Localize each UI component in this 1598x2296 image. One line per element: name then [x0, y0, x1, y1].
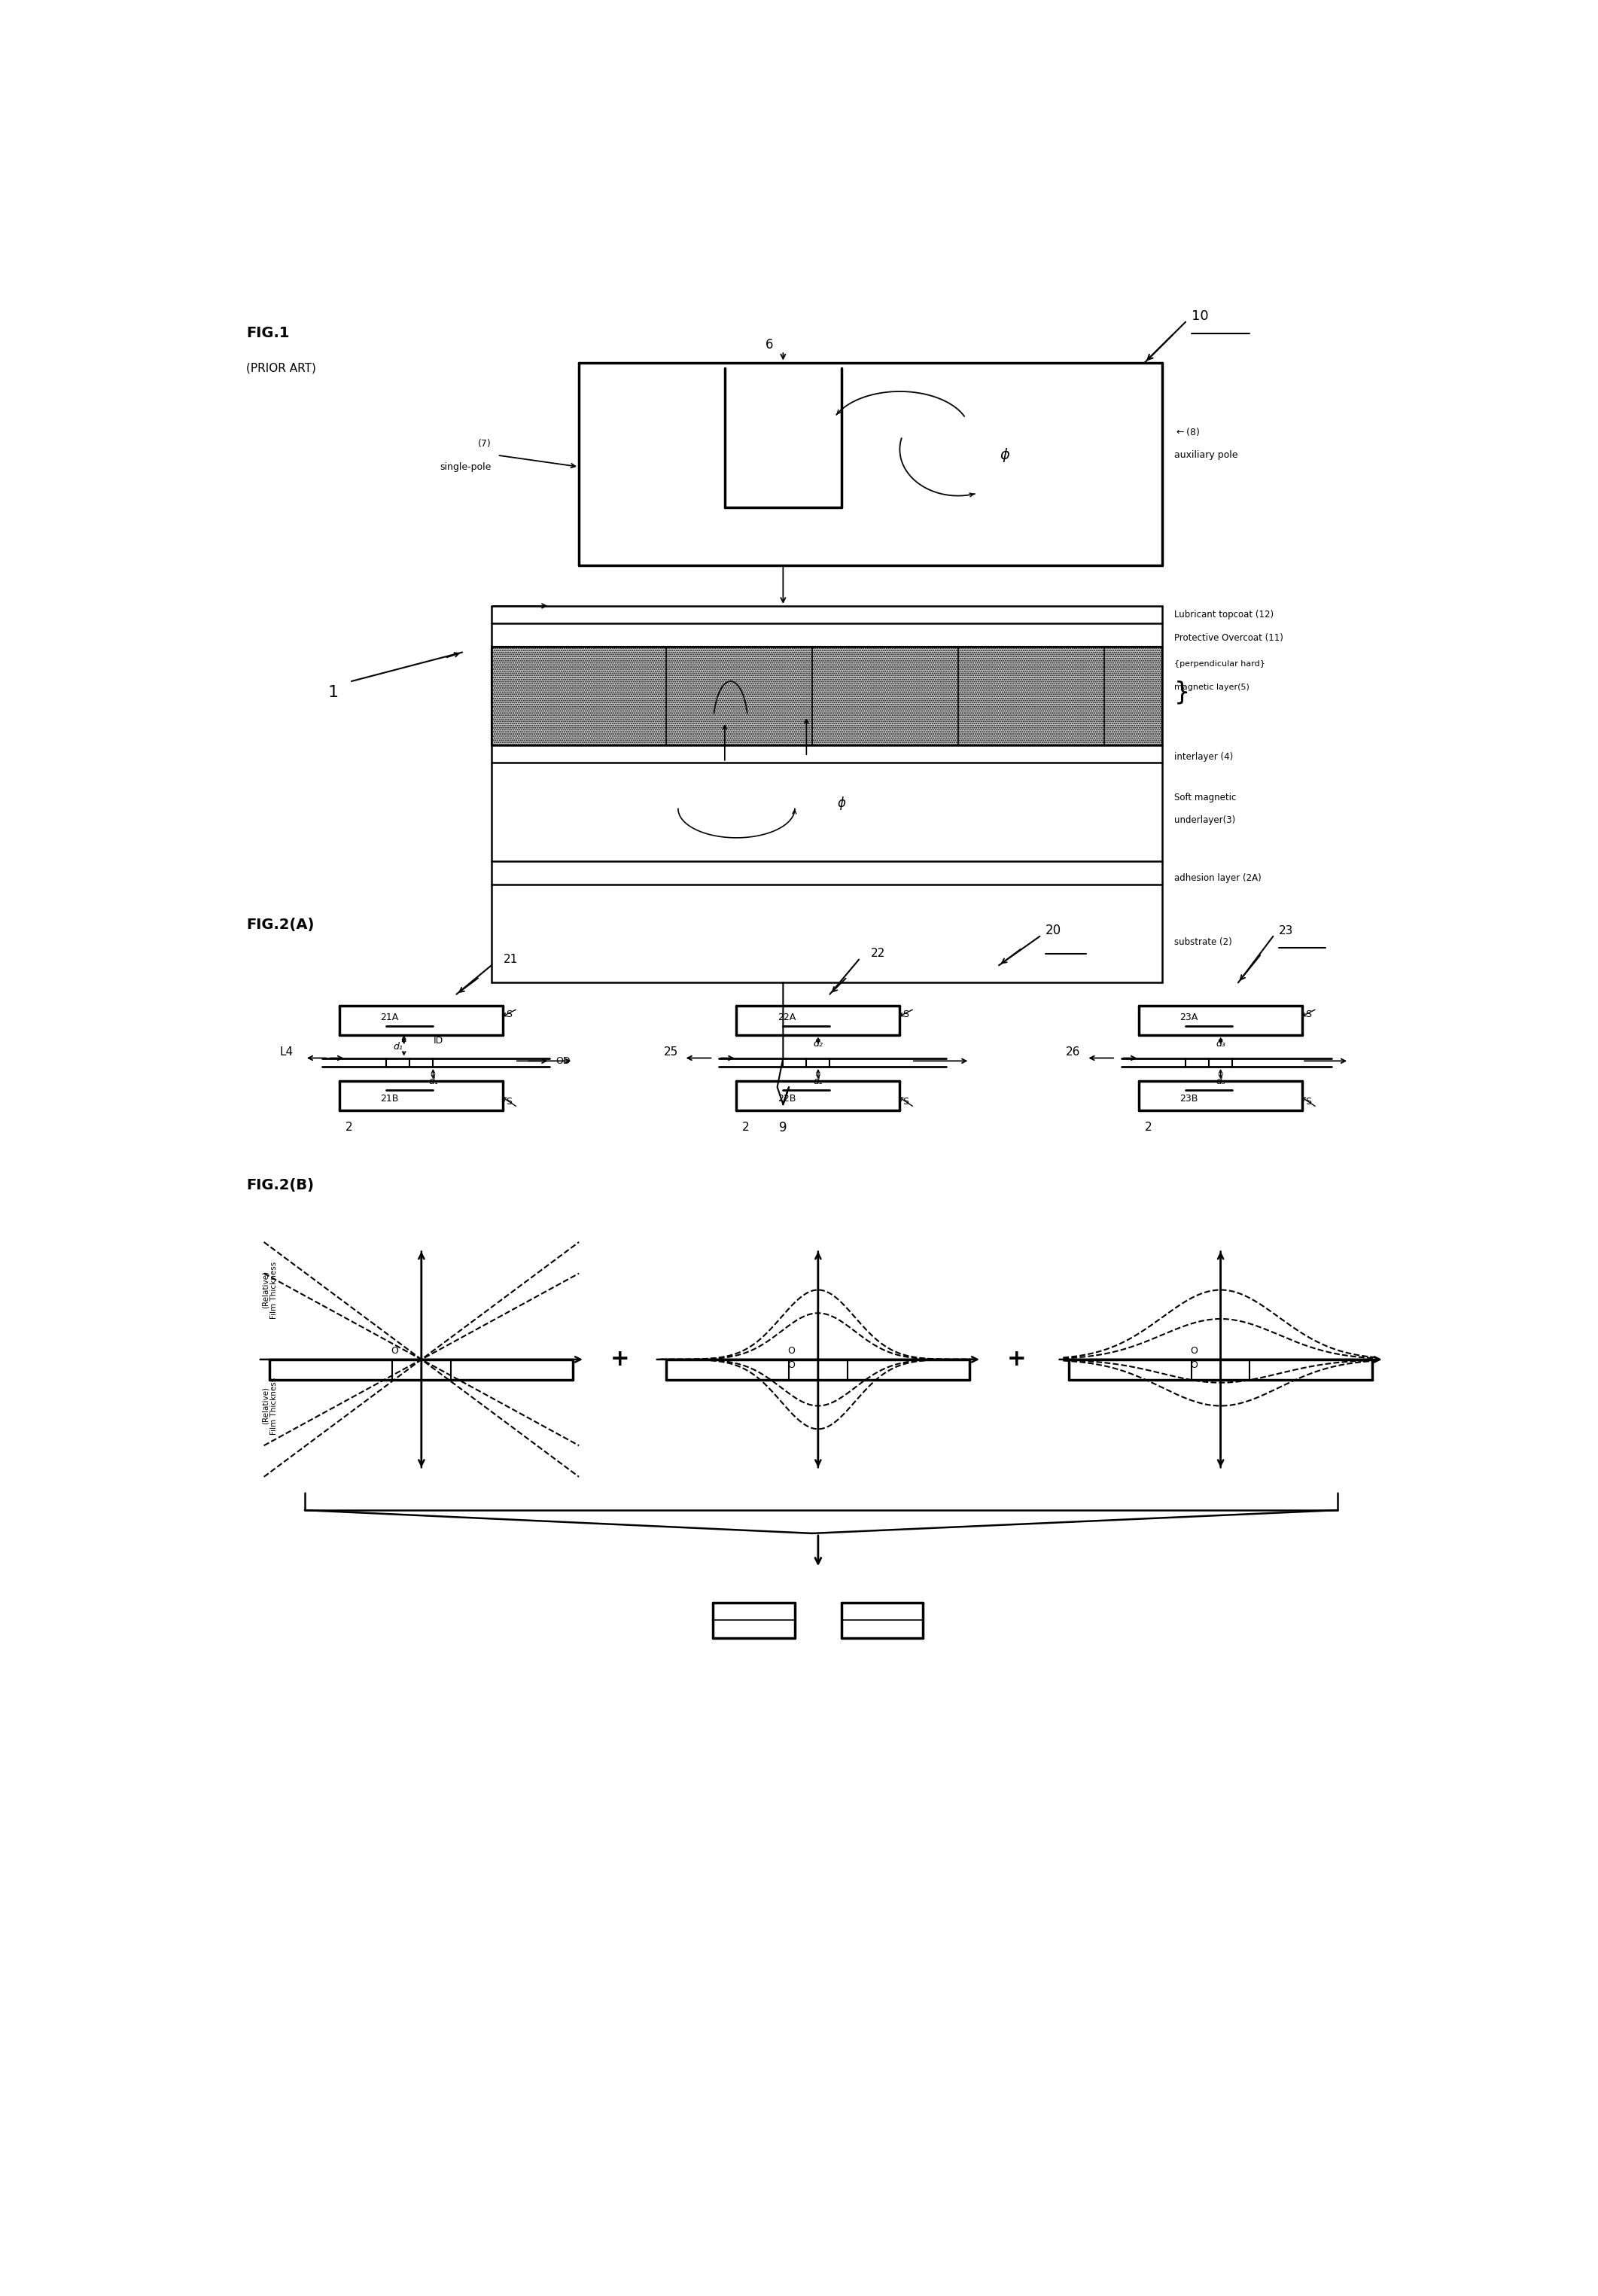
- Text: substrate (2): substrate (2): [1175, 937, 1232, 946]
- Text: d₁: d₁: [428, 1077, 438, 1086]
- Text: $\phi$: $\phi$: [837, 794, 845, 810]
- Text: 21A: 21A: [380, 1013, 400, 1022]
- Text: 21: 21: [503, 953, 518, 964]
- Text: (Relative)
Film Thickness: (Relative) Film Thickness: [262, 1378, 278, 1435]
- Text: underlayer(3): underlayer(3): [1175, 815, 1235, 824]
- Text: 23A: 23A: [1179, 1013, 1198, 1022]
- Text: 9: 9: [780, 1120, 788, 1134]
- Text: FIG.2(A): FIG.2(A): [246, 918, 315, 932]
- Text: 10: 10: [1192, 310, 1208, 324]
- Text: 2: 2: [345, 1123, 353, 1134]
- Text: 20: 20: [1045, 923, 1061, 937]
- Text: 6: 6: [765, 338, 773, 351]
- Text: (PRIOR ART): (PRIOR ART): [246, 363, 316, 374]
- Text: d₃: d₃: [1216, 1077, 1226, 1086]
- Text: Soft magnetic: Soft magnetic: [1175, 792, 1235, 801]
- Text: 2: 2: [741, 1123, 749, 1134]
- Text: O: O: [788, 1345, 794, 1355]
- Text: 26: 26: [1066, 1047, 1080, 1058]
- Text: d₁: d₁: [393, 1042, 403, 1052]
- Bar: [492, 647, 1162, 744]
- Text: O: O: [1191, 1359, 1197, 1371]
- Text: interlayer (4): interlayer (4): [1175, 751, 1232, 762]
- Text: S: S: [1306, 1010, 1312, 1019]
- Text: O: O: [788, 1359, 794, 1371]
- Text: 2: 2: [1144, 1123, 1152, 1134]
- Text: 22A: 22A: [777, 1013, 796, 1022]
- Text: d₃: d₃: [1216, 1038, 1226, 1049]
- Text: +: +: [610, 1348, 630, 1371]
- Text: 23B: 23B: [1179, 1093, 1198, 1104]
- Text: 21B: 21B: [380, 1093, 400, 1104]
- Text: 25: 25: [663, 1047, 678, 1058]
- Text: S: S: [903, 1010, 909, 1019]
- Text: magnetic layer(5): magnetic layer(5): [1175, 684, 1250, 691]
- Text: +: +: [1007, 1348, 1026, 1371]
- Text: $\leftarrow$(8): $\leftarrow$(8): [1175, 427, 1200, 439]
- Text: OD: OD: [556, 1056, 570, 1065]
- Text: }: }: [1175, 680, 1191, 705]
- Text: $\phi$: $\phi$: [999, 445, 1010, 464]
- Text: 1: 1: [328, 684, 339, 700]
- Text: d₂: d₂: [813, 1038, 823, 1049]
- Text: {perpendicular hard}: {perpendicular hard}: [1175, 661, 1266, 668]
- Text: ID: ID: [433, 1035, 443, 1045]
- Text: S: S: [903, 1097, 909, 1107]
- Text: 22: 22: [871, 948, 885, 960]
- Text: Protective Overcoat (11): Protective Overcoat (11): [1175, 634, 1283, 643]
- Text: (Relative)
Film Thickness: (Relative) Film Thickness: [262, 1261, 278, 1318]
- Text: 22B: 22B: [777, 1093, 796, 1104]
- Text: single-pole: single-pole: [439, 461, 492, 471]
- Text: 23: 23: [1278, 925, 1293, 937]
- Text: (7): (7): [478, 439, 492, 448]
- Text: S: S: [507, 1097, 511, 1107]
- Text: FIG.1: FIG.1: [246, 326, 289, 340]
- Text: O: O: [390, 1345, 398, 1355]
- Text: L4: L4: [280, 1047, 292, 1058]
- Text: auxiliary pole: auxiliary pole: [1175, 450, 1237, 459]
- Text: d₂: d₂: [813, 1077, 823, 1086]
- Text: S: S: [1306, 1097, 1312, 1107]
- Text: Lubricant topcoat (12): Lubricant topcoat (12): [1175, 611, 1274, 620]
- Text: O: O: [1191, 1345, 1197, 1355]
- Text: FIG.2(B): FIG.2(B): [246, 1178, 315, 1192]
- Text: adhesion layer (2A): adhesion layer (2A): [1175, 872, 1261, 884]
- Text: S: S: [507, 1010, 511, 1019]
